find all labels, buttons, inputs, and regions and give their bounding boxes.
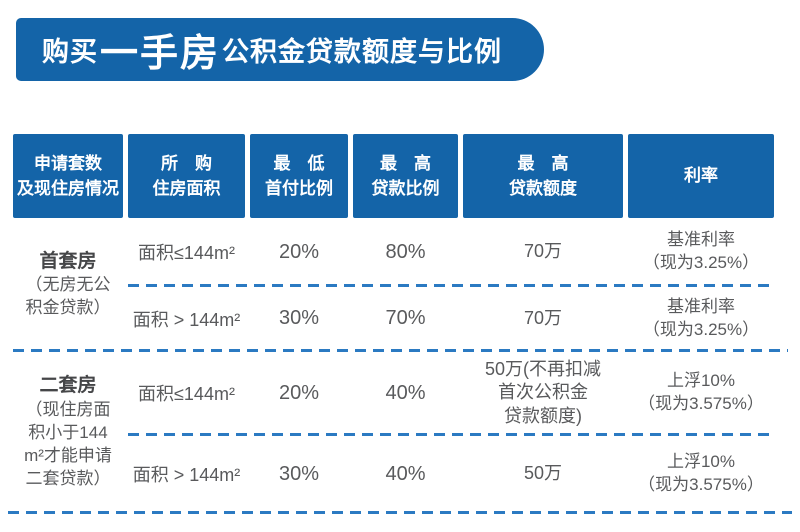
cell-loan-ratio: 40% xyxy=(385,381,426,404)
row-divider-dashed xyxy=(128,284,774,287)
title-banner: 购买 一手房 公积金贷款额度与比例 xyxy=(16,18,544,81)
cell-loan-ratio: 70% xyxy=(385,307,426,329)
header-house-area: 所 购 住房面积 xyxy=(128,134,245,218)
cell-rate: 基准利率 （现为3.25%） xyxy=(642,296,760,339)
title-emphasis: 一手房 xyxy=(100,33,221,75)
cell-loan-ratio: 80% xyxy=(385,240,426,263)
group-name: 二套房 xyxy=(39,375,97,397)
cell-area: 面积≤144m² xyxy=(138,384,235,404)
cell-down-payment: 30% xyxy=(278,462,320,485)
title-prefix: 购买 xyxy=(42,37,98,67)
cell-area: 面积 > 144m² xyxy=(132,309,241,330)
header-line: 及现住房情况 xyxy=(17,179,119,198)
cell-loan-limit: 50万(不再扣减 首次公积金 贷款额度) xyxy=(484,358,601,426)
title-suffix: 公积金贷款额度与比例 xyxy=(222,37,503,67)
cell-area: 面积≤144m² xyxy=(138,243,235,263)
group-name: 首套房 xyxy=(39,250,97,272)
cell-down-payment: 30% xyxy=(278,307,320,329)
header-max-loan-limit: 最 高 贷款额度 xyxy=(463,134,623,218)
cell-loan-ratio: 40% xyxy=(385,462,426,485)
header-line: 贷款额度 xyxy=(509,179,577,198)
header-line: 申请套数 xyxy=(34,153,102,173)
cell-down-payment: 20% xyxy=(278,381,320,404)
cell-area: 面积 > 144m² xyxy=(132,465,241,485)
header-line: 利率 xyxy=(684,166,718,186)
header-line: 贷款比例 xyxy=(371,179,440,198)
header-application-status: 申请套数 及现住房情况 xyxy=(13,134,123,218)
header-line: 住房面积 xyxy=(152,179,221,198)
group-first-home: 首套房 （无房无公 积金贷款） xyxy=(13,218,123,351)
cell-rate: 基准利率 （现为3.25%） xyxy=(642,230,760,272)
header-min-down-payment: 最 低 首付比例 xyxy=(250,134,348,218)
table-body: 首套房 （无房无公 积金贷款） 二套房 （现住房面 积小于144 m²才能申请 … xyxy=(13,218,774,513)
bottom-divider-dashed xyxy=(8,511,792,514)
header-line: 最 高 xyxy=(517,153,569,173)
cell-loan-limit: 50万 xyxy=(523,463,563,484)
header-line: 最 高 xyxy=(380,153,431,173)
cell-rate: 上浮10% （现为3.575%） xyxy=(638,452,764,494)
cell-loan-limit: 70万 xyxy=(523,307,563,328)
header-max-loan-ratio: 最 高 贷款比例 xyxy=(353,134,458,218)
header-line: 最 低 xyxy=(273,153,325,173)
group-note: （现住房面 积小于144 m²才能申请 二套贷款） xyxy=(24,399,112,488)
group-divider-dashed xyxy=(13,349,788,352)
header-interest-rate: 利率 xyxy=(628,134,774,218)
row-divider-dashed xyxy=(128,433,774,436)
cell-rate: 上浮10% （现为3.575%） xyxy=(638,371,764,413)
header-line: 所 购 xyxy=(161,153,212,173)
cell-down-payment: 20% xyxy=(278,240,320,263)
cell-loan-limit: 70万 xyxy=(523,241,563,262)
group-second-home: 二套房 （现住房面 积小于144 m²才能申请 二套贷款） xyxy=(13,351,123,513)
header-line: 首付比例 xyxy=(265,179,333,198)
table-header-row: 申请套数 及现住房情况 所 购 住房面积 最 低 首付比例 最 高 贷款比例 最… xyxy=(13,134,774,218)
group-note: （无房无公 积金贷款） xyxy=(25,275,111,318)
